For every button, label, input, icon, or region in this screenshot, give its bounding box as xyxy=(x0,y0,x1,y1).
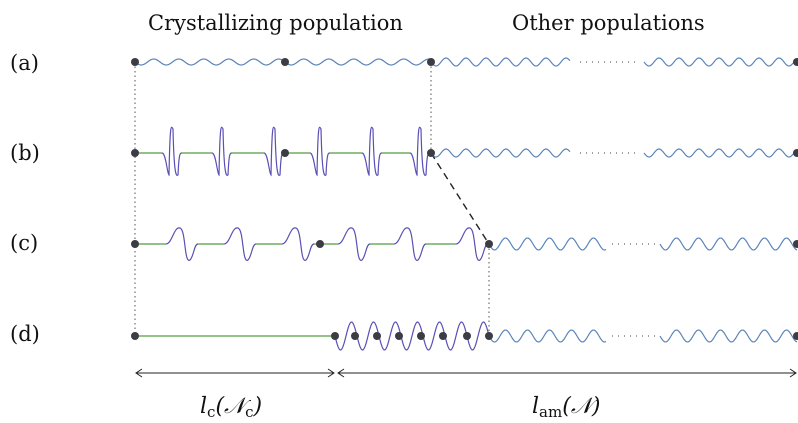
chain-node xyxy=(131,58,139,66)
chain-node xyxy=(793,240,798,248)
row-label-c: (c) xyxy=(10,231,38,255)
folded-chain xyxy=(161,126,431,177)
chain-node xyxy=(281,58,289,66)
chain-node xyxy=(427,58,435,66)
chain-node xyxy=(485,240,493,248)
chain-node xyxy=(793,58,798,66)
row-label-b: (b) xyxy=(10,141,40,165)
chain-node xyxy=(331,332,339,340)
lc-arrowhead-right xyxy=(327,368,335,378)
chain-node xyxy=(395,332,403,340)
chain-node xyxy=(793,332,798,340)
lam-arrowhead-left xyxy=(337,368,345,378)
chain-node xyxy=(373,332,381,340)
row-c xyxy=(131,227,798,261)
chain-node xyxy=(316,240,324,248)
amorphous-chain xyxy=(488,237,607,251)
chain-node xyxy=(427,149,435,157)
folded-chain xyxy=(165,227,489,261)
length-arrows xyxy=(135,368,797,378)
row-d xyxy=(131,321,798,351)
chain-node xyxy=(281,149,289,157)
amorphous-chain xyxy=(659,329,798,343)
chain-node xyxy=(351,332,359,340)
shift-dashed-line xyxy=(430,152,490,245)
chain-node xyxy=(131,149,139,157)
chain-node xyxy=(131,332,139,340)
amorphous-chain xyxy=(284,58,432,66)
amorphous-chain xyxy=(488,329,607,343)
amorphous-chain xyxy=(430,57,571,67)
lam-arrowhead-right xyxy=(789,368,797,378)
chain-node xyxy=(463,332,471,340)
row-label-d: (d) xyxy=(10,322,40,346)
chain-node xyxy=(793,149,798,157)
lam-label: lam(𝒩) xyxy=(532,394,600,421)
amorphous-chain xyxy=(659,237,798,251)
header-crystallizing: Crystallizing population xyxy=(148,11,403,35)
row-b xyxy=(131,126,798,177)
lc-arrowhead-left xyxy=(135,368,143,378)
amorphous-chain xyxy=(643,57,798,67)
chain-node xyxy=(485,332,493,340)
amorphous-chain xyxy=(430,148,571,158)
row-a xyxy=(131,57,798,67)
header-other: Other populations xyxy=(512,11,705,35)
amorphous-chain xyxy=(643,148,798,158)
chain-node xyxy=(417,332,425,340)
chain-node xyxy=(131,240,139,248)
row-label-a: (a) xyxy=(10,51,39,75)
folded-chain xyxy=(334,321,490,351)
lc-label: lc(𝒩c) xyxy=(200,394,262,421)
amorphous-chain xyxy=(134,58,286,66)
chain-node xyxy=(439,332,447,340)
